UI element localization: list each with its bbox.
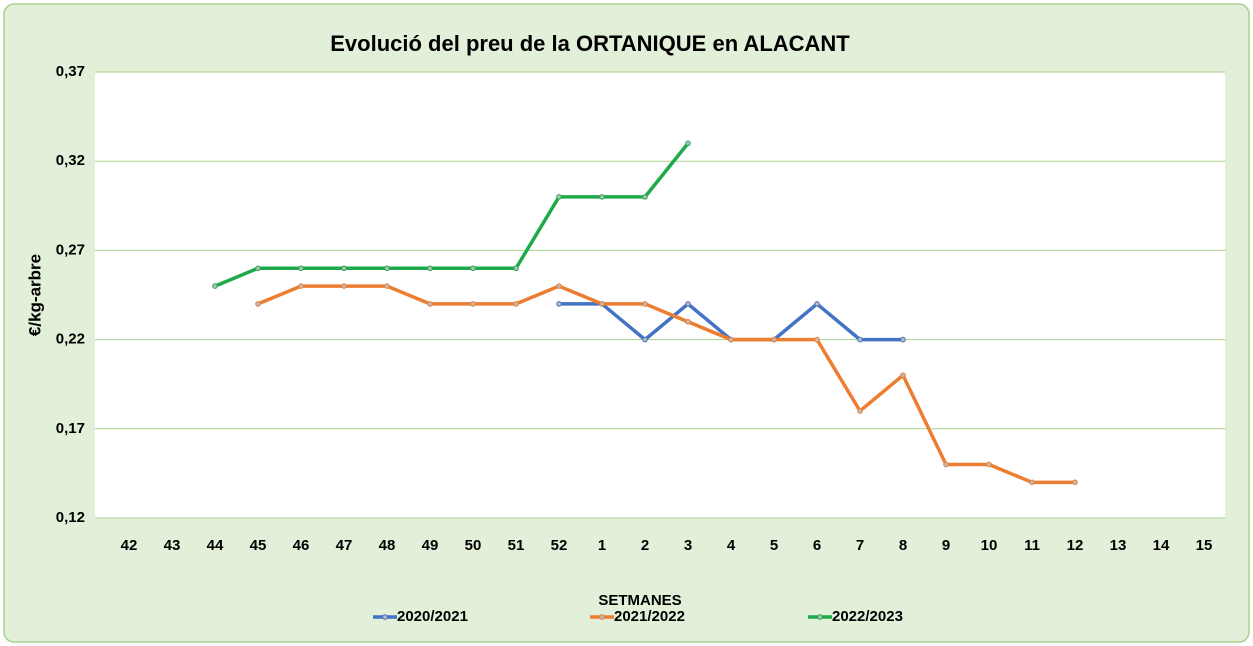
- x-tick-label: 15: [1196, 537, 1213, 554]
- marker: [943, 461, 949, 468]
- x-tick-label: 3: [684, 537, 692, 554]
- x-tick-label: 8: [899, 537, 907, 554]
- marker: [642, 336, 648, 343]
- x-tick-label: 5: [770, 537, 778, 554]
- x-tick-label: 50: [465, 537, 482, 554]
- marker: [298, 265, 304, 272]
- x-tick-label: 46: [293, 537, 310, 554]
- y-tick-label: 0,37: [56, 63, 85, 80]
- marker: [470, 301, 476, 307]
- x-tick-label: 43: [164, 537, 181, 554]
- x-tick-label: 47: [336, 537, 353, 554]
- x-tick-label: 42: [121, 537, 138, 554]
- marker: [341, 283, 347, 289]
- marker: [556, 283, 562, 289]
- legend-label: 2021/2022: [614, 608, 685, 625]
- x-tick-label: 2: [641, 537, 649, 554]
- y-tick-label: 0,12: [56, 509, 85, 526]
- x-tick-label: 11: [1024, 537, 1040, 554]
- x-axis-title: SETMANES: [598, 592, 681, 609]
- y-tick-label: 0,22: [56, 331, 85, 348]
- marker: [986, 461, 992, 468]
- legend-label: 2022/2023: [832, 608, 903, 625]
- x-tick-label: 44: [207, 537, 224, 554]
- x-tick-label: 1: [598, 537, 606, 554]
- x-tick-label: 52: [551, 537, 568, 554]
- marker: [212, 283, 218, 289]
- marker: [685, 318, 691, 325]
- marker: [685, 140, 691, 147]
- plot-area: [95, 72, 1225, 518]
- marker: [814, 336, 820, 343]
- marker: [341, 265, 347, 272]
- y-tick-label: 0,27: [56, 241, 85, 258]
- x-tick-label: 48: [379, 537, 396, 554]
- legend-marker: [817, 614, 823, 620]
- x-tick-label: 9: [942, 537, 950, 554]
- x-tick-label: 10: [981, 537, 998, 554]
- marker: [642, 301, 648, 307]
- marker: [556, 301, 562, 307]
- x-tick-label: 51: [508, 537, 525, 554]
- legend-marker: [599, 614, 605, 620]
- y-axis-title: €/kg-arbre: [25, 254, 44, 336]
- x-tick-label: 4: [727, 537, 736, 554]
- series-line: [214, 142, 690, 288]
- marker: [298, 283, 304, 289]
- x-tick-label: 7: [856, 537, 864, 554]
- marker: [513, 265, 519, 272]
- marker: [685, 301, 691, 307]
- marker: [728, 336, 734, 343]
- marker: [1072, 479, 1078, 486]
- marker: [427, 301, 433, 307]
- series-line: [257, 284, 1075, 485]
- marker: [900, 336, 906, 343]
- legend-marker: [382, 614, 388, 620]
- chart-title: Evolució del preu de la ORTANIQUE en ALA…: [330, 31, 850, 56]
- marker: [900, 372, 906, 379]
- marker: [427, 265, 433, 272]
- marker: [642, 194, 648, 200]
- marker: [255, 265, 261, 272]
- legend-label: 2020/2021: [397, 608, 468, 625]
- x-tick-label: 12: [1067, 537, 1084, 554]
- marker: [599, 194, 605, 200]
- x-tick-label: 13: [1110, 537, 1127, 554]
- marker: [255, 301, 261, 307]
- marker: [384, 265, 390, 272]
- marker: [857, 408, 863, 414]
- marker: [1029, 479, 1035, 486]
- y-tick-label: 0,17: [56, 420, 85, 437]
- marker: [857, 336, 863, 343]
- marker: [814, 301, 820, 307]
- x-tick-label: 14: [1153, 537, 1170, 554]
- x-tick-label: 6: [813, 537, 821, 554]
- x-tick-label: 49: [422, 537, 439, 554]
- marker: [771, 336, 777, 343]
- x-tick-label: 45: [250, 537, 267, 554]
- marker: [384, 283, 390, 289]
- y-tick-label: 0,32: [56, 152, 85, 169]
- marker: [470, 265, 476, 272]
- marker: [599, 301, 605, 307]
- marker: [556, 194, 562, 200]
- marker: [513, 301, 519, 307]
